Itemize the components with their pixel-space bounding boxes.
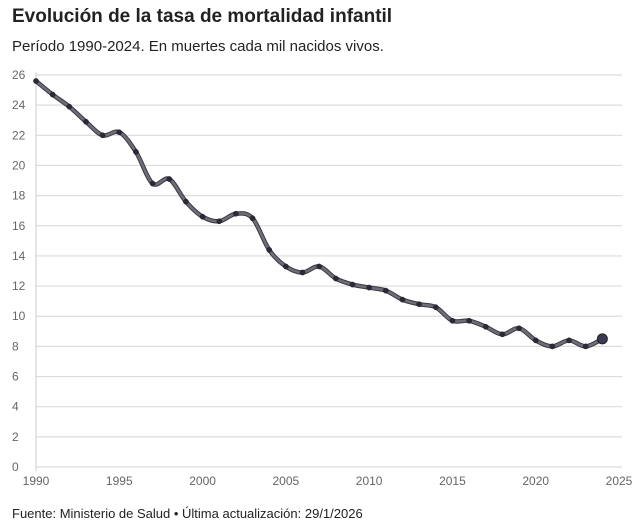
data-point [532, 337, 539, 344]
data-point [516, 325, 522, 332]
data-point-latest [596, 333, 608, 345]
y-tick-label: 16 [12, 219, 26, 233]
y-tick-label: 14 [12, 249, 26, 263]
data-point [133, 149, 139, 155]
series-line-outline [34, 79, 604, 349]
x-tick-label: 2000 [189, 474, 216, 488]
data-point [99, 132, 106, 139]
data-point [499, 331, 506, 338]
data-point [299, 269, 306, 276]
data-point [199, 213, 206, 220]
y-tick-label: 6 [12, 370, 19, 384]
x-tick-label: 2025 [606, 474, 633, 488]
y-tick-label: 10 [12, 309, 26, 323]
y-tick-label: 18 [12, 189, 26, 203]
data-point [466, 317, 472, 324]
y-tick-label: 22 [12, 128, 26, 142]
data-point [566, 337, 572, 344]
chart-source: Fuente: Ministerio de Salud • Última act… [12, 506, 363, 521]
data-point [332, 275, 339, 282]
data-point [249, 215, 256, 222]
data-point [66, 103, 73, 110]
y-tick-label: 20 [12, 158, 26, 172]
data-point [399, 296, 406, 303]
data-point [266, 247, 273, 253]
chart-subtitle: Período 1990-2024. En muertes cada mil n… [12, 38, 384, 55]
data-point [316, 263, 323, 270]
data-point [149, 180, 156, 187]
y-tick-label: 26 [12, 68, 26, 82]
x-tick-label: 2015 [439, 474, 466, 488]
data-point [449, 317, 456, 324]
x-tick-label: 1995 [106, 474, 133, 488]
y-tick-label: 12 [12, 279, 26, 293]
x-tick-label: 2005 [273, 474, 300, 488]
data-point [382, 287, 389, 294]
data-point [166, 176, 173, 182]
x-tick-label: 2020 [522, 474, 549, 488]
chart-title: Evolución de la tasa de mortalidad infan… [12, 6, 393, 27]
series-line [35, 80, 603, 348]
data-point [116, 129, 123, 136]
data-point [549, 343, 556, 350]
y-tick-label: 8 [12, 339, 19, 353]
data-point [349, 281, 356, 288]
data-point [366, 284, 372, 291]
y-tick-label: 4 [12, 400, 19, 414]
data-point [216, 218, 223, 225]
data-point [183, 198, 189, 205]
data-point [33, 78, 39, 84]
x-tick-label: 1990 [23, 474, 50, 488]
data-point [49, 91, 56, 98]
data-point [416, 301, 422, 308]
data-point [283, 263, 289, 270]
y-tick-label: 2 [12, 430, 19, 444]
data-point [582, 343, 589, 350]
data-point [482, 323, 489, 330]
data-point [233, 210, 239, 217]
data-point [83, 118, 89, 125]
x-tick-label: 2010 [356, 474, 383, 488]
data-point [432, 304, 439, 311]
y-tick-label: 24 [12, 98, 26, 112]
y-tick-label: 0 [12, 460, 19, 474]
